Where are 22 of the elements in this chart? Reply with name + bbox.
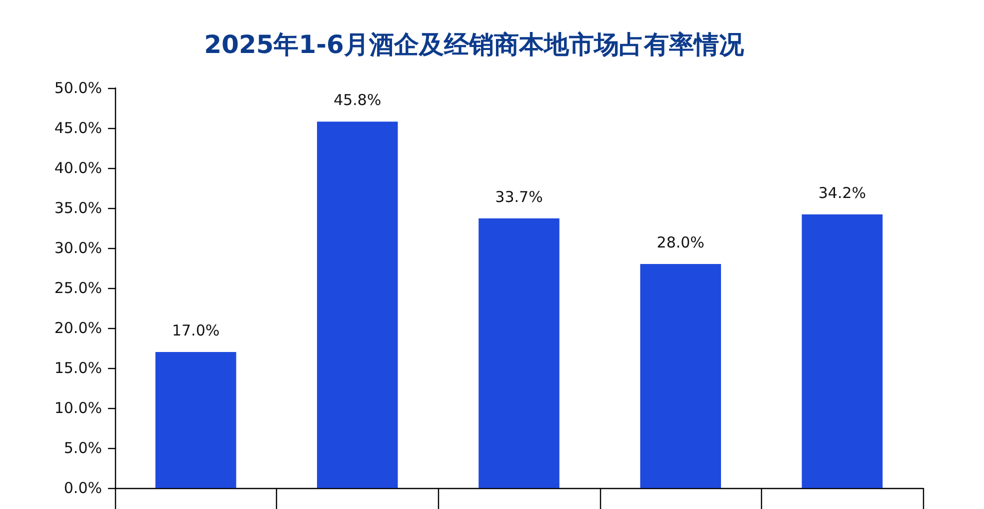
y-tick-label: 0.0% — [64, 479, 102, 497]
y-tick-label: 35.0% — [54, 199, 102, 217]
y-tick-label: 50.0% — [54, 79, 102, 97]
y-tick-label: 5.0% — [64, 439, 102, 457]
bar — [478, 218, 560, 488]
bar — [155, 352, 236, 488]
y-tick-label: 45.0% — [54, 119, 102, 137]
data-label: 33.7% — [495, 188, 543, 206]
y-tick-label: 25.0% — [54, 279, 102, 297]
y-tick-label: 15.0% — [54, 359, 102, 377]
bar — [640, 264, 721, 488]
data-label: 34.2% — [818, 184, 866, 202]
y-tick-label: 20.0% — [54, 319, 102, 337]
data-label: 45.8% — [334, 91, 382, 110]
data-label: 17.0% — [172, 322, 220, 340]
bar — [802, 214, 883, 488]
data-label: 28.0% — [656, 234, 704, 252]
bar — [317, 122, 398, 488]
y-tick-label: 30.0% — [54, 239, 102, 257]
chart-title: 2025年1-6月酒企及经销商本地市场占有率情况 — [204, 30, 745, 59]
y-tick-label: 10.0% — [54, 399, 102, 417]
y-tick-label: 40.0% — [54, 159, 102, 177]
